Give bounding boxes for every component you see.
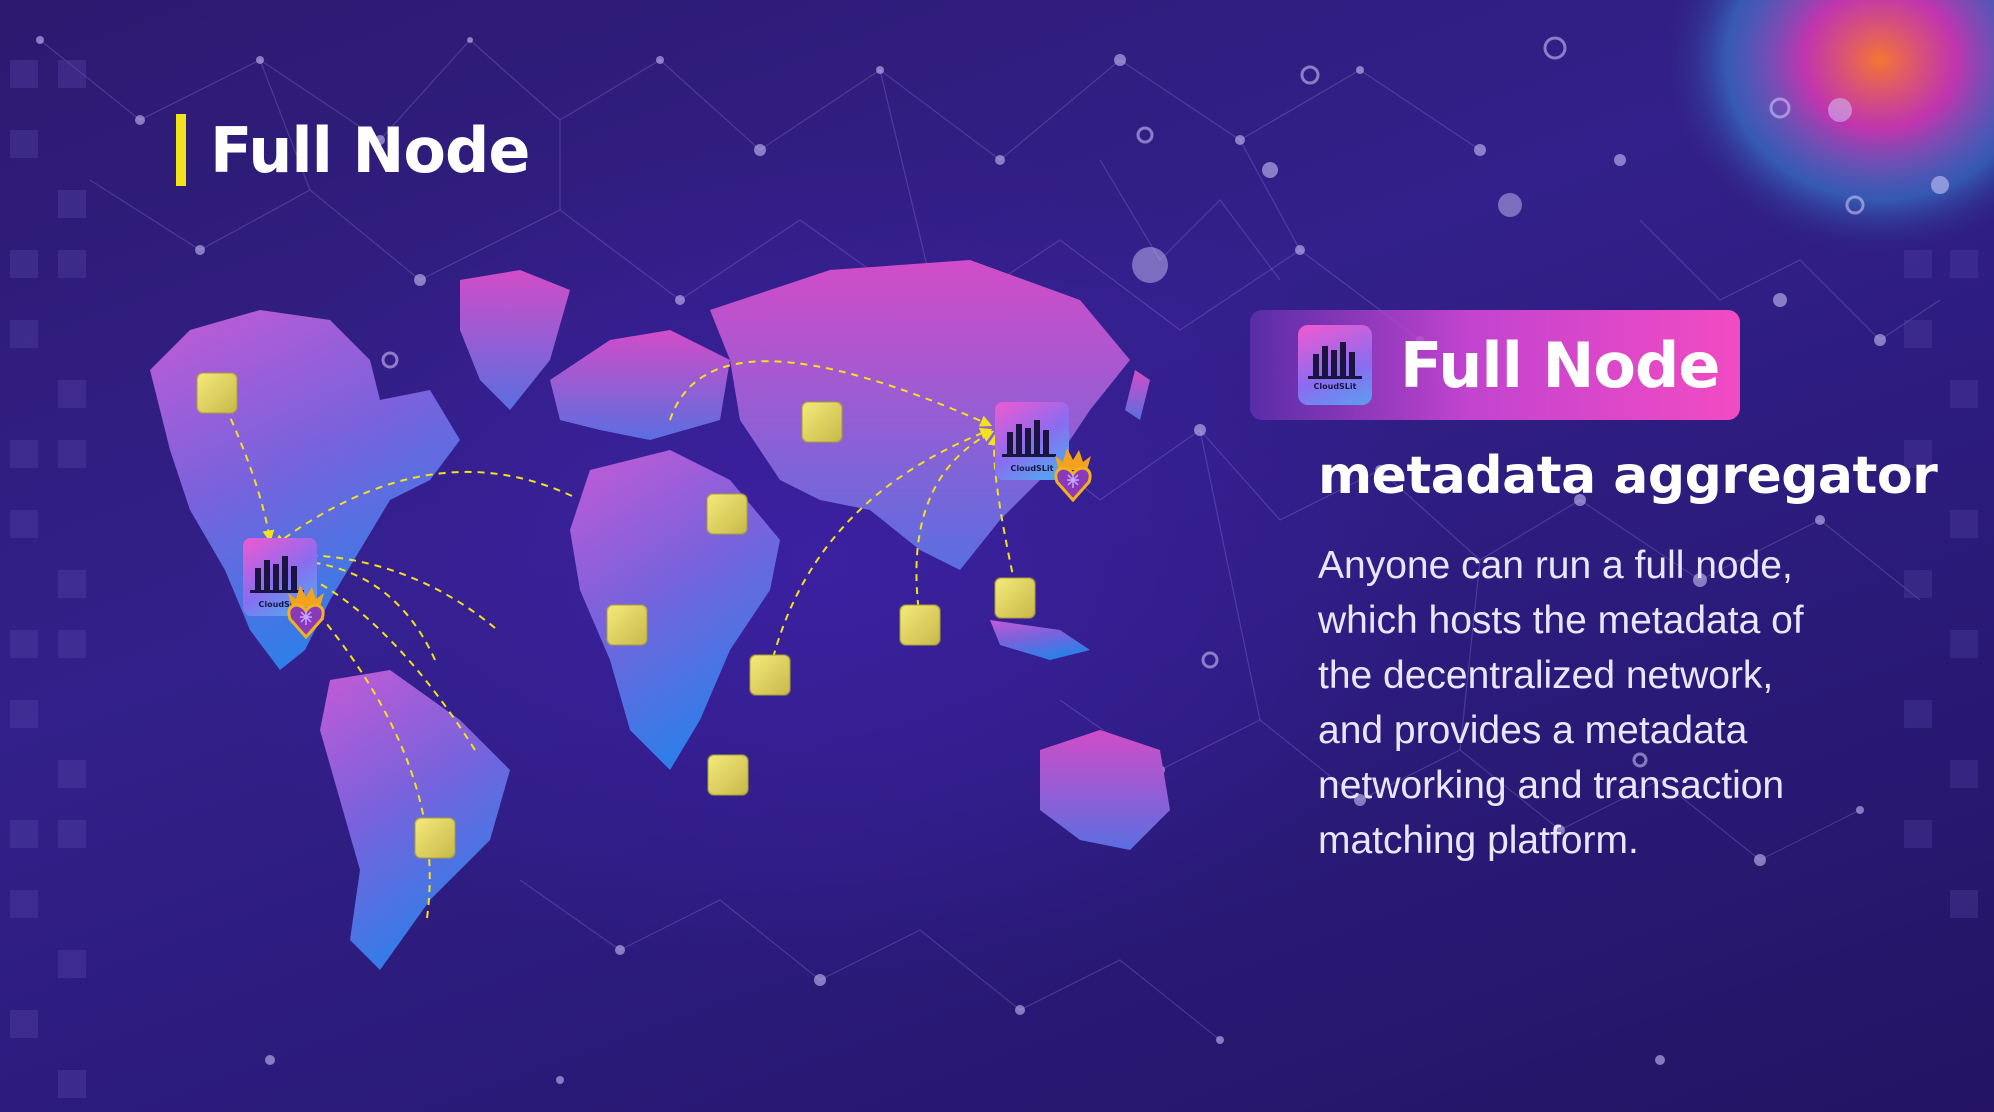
greenland [460,270,570,410]
hub-node-americas: CloudSLit [243,538,325,640]
logo-caption: CloudSLit [1313,381,1357,391]
server-logo-mark [1308,341,1362,379]
africa [570,450,780,770]
subtitle: metadata aggregator [1318,446,1938,506]
hub-node-asia: CloudSLit [995,402,1092,503]
page-title: Full Node [210,113,530,187]
accent-bar [176,114,186,186]
node-squares [196,372,1036,859]
server-logo-icon: CloudSLit [1298,325,1372,405]
flame-heart-icon [1054,448,1092,503]
node-square-icon [414,817,456,859]
node-square-icon [196,372,238,414]
network-rings [381,36,1865,768]
japan [1125,370,1150,420]
page-heading: Full Node [176,112,530,188]
left-square-pattern [10,60,86,1098]
flame-heart-icon [287,585,325,640]
europe [550,330,730,440]
node-square-icon [706,493,748,535]
right-square-pattern [1904,250,1978,918]
asia [710,260,1130,570]
description: Anyone can run a full node, which hosts … [1318,544,1804,862]
node-square-icon [707,754,749,796]
full-node-badge: CloudSLit Full Node [1250,310,1740,420]
server-logo-mark [250,556,304,593]
node-square-icon [994,577,1036,619]
world-map: CloudSLit CloudSLit [150,260,1170,970]
color-flare [1660,0,1994,260]
server-logo-mark [1002,420,1056,457]
indonesia [990,620,1090,660]
hub-logo-caption: CloudSLit [259,600,302,609]
node-square-icon [899,604,941,646]
badge-title: Full Node [1400,328,1720,402]
node-square-icon [749,654,791,696]
hub-logo-caption: CloudSLit [1011,464,1054,473]
node-square-icon [606,604,648,646]
network-lines [39,39,1941,1041]
south-america [320,670,510,970]
australia [1040,730,1170,850]
server-logo-icon [995,402,1069,480]
node-square-icon [801,401,843,443]
